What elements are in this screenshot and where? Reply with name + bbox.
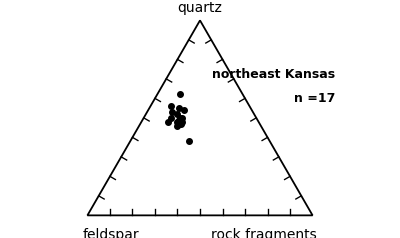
Text: quartz: quartz <box>178 1 222 15</box>
Text: rock fragments: rock fragments <box>211 228 317 238</box>
Text: northeast Kansas: northeast Kansas <box>212 69 335 81</box>
Text: n =17: n =17 <box>294 92 335 105</box>
Text: feldspar: feldspar <box>83 228 140 238</box>
